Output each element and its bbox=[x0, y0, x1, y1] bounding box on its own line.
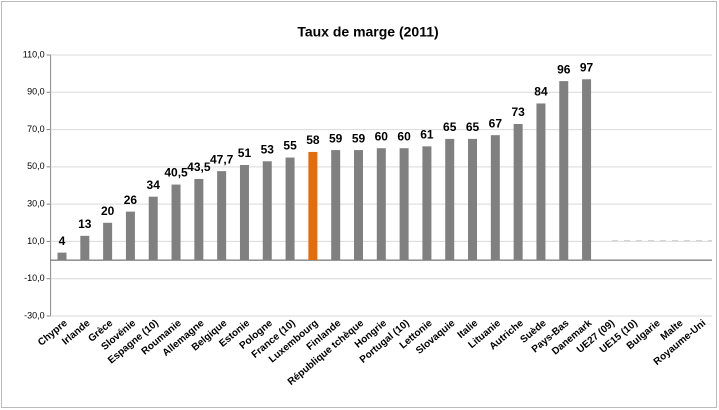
value-label: 34 bbox=[147, 178, 161, 192]
value-label: 47,7 bbox=[210, 152, 234, 166]
value-label: 51 bbox=[238, 146, 252, 160]
value-label: 4 bbox=[59, 234, 66, 248]
value-label: 53 bbox=[261, 142, 275, 156]
y-tick-label: -30,0 bbox=[24, 310, 45, 320]
value-label: 60 bbox=[397, 129, 411, 143]
bar bbox=[239, 164, 249, 261]
bar bbox=[262, 161, 272, 261]
value-label: 40,5 bbox=[164, 166, 188, 180]
value-label: 84 bbox=[534, 85, 548, 99]
bar bbox=[490, 135, 500, 261]
value-label: 61 bbox=[420, 128, 434, 142]
value-label: 60 bbox=[375, 129, 389, 143]
y-tick-label: 10,0 bbox=[27, 236, 45, 246]
value-label: 43,5 bbox=[187, 160, 211, 174]
bar bbox=[559, 81, 569, 261]
y-tick-label: -10,0 bbox=[24, 273, 45, 283]
value-label: 59 bbox=[352, 131, 366, 145]
value-label: 96 bbox=[557, 62, 571, 76]
value-label: 67 bbox=[489, 116, 503, 130]
bar bbox=[57, 252, 67, 261]
value-label: 65 bbox=[443, 120, 457, 134]
bar bbox=[125, 211, 135, 261]
bar bbox=[285, 157, 295, 261]
y-tick-label: 70,0 bbox=[27, 124, 45, 134]
bar bbox=[353, 150, 363, 261]
bar bbox=[331, 150, 341, 261]
value-label: 58 bbox=[306, 133, 320, 147]
value-label: 13 bbox=[78, 217, 92, 231]
bar bbox=[399, 148, 409, 261]
bar bbox=[468, 138, 478, 261]
value-label: 65 bbox=[466, 120, 480, 134]
bar bbox=[376, 148, 386, 261]
value-label: 55 bbox=[283, 139, 297, 153]
bar bbox=[194, 178, 204, 261]
y-tick-label: 110,0 bbox=[23, 49, 45, 59]
bar bbox=[80, 235, 90, 261]
bar bbox=[422, 146, 432, 261]
bar bbox=[217, 171, 227, 261]
value-label: 20 bbox=[101, 204, 115, 218]
bar bbox=[171, 184, 181, 261]
bar bbox=[148, 196, 158, 261]
chart-title: Taux de marge (2011) bbox=[297, 24, 438, 40]
value-label: 26 bbox=[124, 193, 138, 207]
bar bbox=[308, 151, 318, 261]
y-tick-label: 90,0 bbox=[27, 87, 45, 97]
bar bbox=[513, 123, 523, 261]
bar bbox=[445, 138, 455, 261]
value-label: 73 bbox=[511, 105, 525, 119]
bar bbox=[103, 222, 113, 261]
value-label: 59 bbox=[329, 131, 343, 145]
bar bbox=[536, 103, 546, 261]
y-tick-label: 30,0 bbox=[27, 199, 45, 209]
y-tick-label: 50,0 bbox=[27, 161, 45, 171]
bar bbox=[582, 79, 592, 261]
value-label: 97 bbox=[580, 60, 594, 74]
